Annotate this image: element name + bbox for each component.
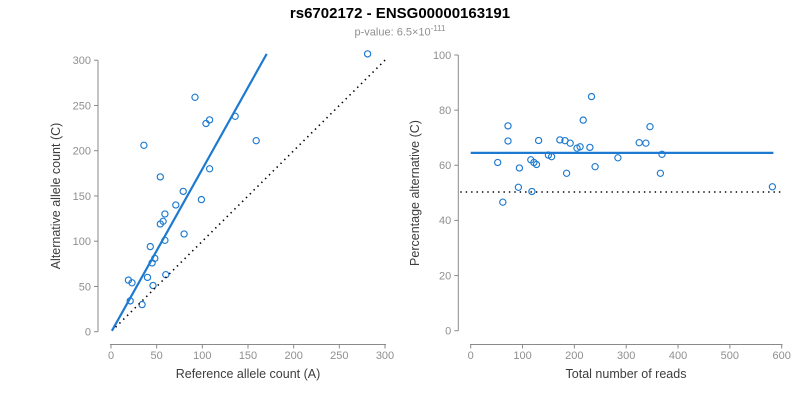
y-tick-label: 200 [73, 146, 91, 158]
data-point [587, 92, 596, 101]
data-point [515, 164, 524, 172]
data-point [556, 136, 564, 144]
x-tick-label: 100 [513, 350, 531, 362]
data-point [514, 183, 523, 191]
data-point [504, 122, 512, 130]
data-point [532, 160, 541, 169]
x-tick-label: 300 [617, 350, 635, 362]
pvalue-text: p-value: 6.5×10 [354, 26, 431, 39]
data-point [614, 154, 622, 162]
data-point [143, 273, 152, 282]
data-point [159, 217, 167, 225]
y-tick-label: 40 [439, 215, 451, 227]
data-point [161, 210, 169, 218]
x-tick-label: 150 [239, 350, 257, 362]
data-point [504, 137, 512, 145]
data-point [586, 143, 594, 152]
y-tick-label: 60 [439, 160, 451, 172]
data-point [205, 116, 214, 124]
y-tick-label: 250 [73, 100, 91, 112]
data-point [656, 169, 665, 177]
data-point [642, 139, 650, 147]
data-point [197, 195, 206, 204]
data-point [172, 201, 180, 209]
regression-line [110, 53, 268, 332]
x-tick-label: 0 [468, 350, 474, 362]
pvalue-exponent: -111 [430, 24, 446, 33]
y-tick-label: 150 [73, 191, 91, 203]
data-point [140, 141, 148, 149]
figure-title: rs6702172 - ENSG00000163191 [289, 5, 511, 22]
y-axis-title: Percentage alternative (C) [408, 120, 422, 266]
data-point [156, 173, 164, 181]
x-tick-label: 250 [330, 350, 348, 362]
data-point [562, 169, 571, 177]
x-tick-label: 100 [193, 350, 211, 362]
data-point [768, 183, 777, 191]
x-axis-title: Reference allele count (A) [176, 367, 321, 381]
x-tick-label: 0 [108, 350, 114, 362]
data-point [146, 242, 154, 251]
data-point [528, 187, 536, 196]
y-tick-label: 0 [445, 326, 451, 338]
data-point [646, 123, 654, 131]
data-point [576, 143, 584, 151]
data-point [128, 279, 136, 287]
data-point [180, 230, 188, 238]
data-point [635, 139, 643, 147]
data-point [191, 93, 199, 101]
x-tick-label: 500 [721, 350, 739, 362]
data-point [202, 119, 210, 128]
x-tick-label: 600 [773, 350, 791, 362]
y-axis-title: Alternative allele count (C) [49, 123, 63, 270]
y-tick-label: 100 [433, 50, 451, 62]
figure-subtitle: p-value: 6.5×10-111 [0, 24, 800, 39]
data-point [534, 136, 543, 145]
x-axis-title: Total number of reads [566, 367, 687, 381]
y-tick-label: 80 [439, 105, 451, 117]
data-point [179, 187, 187, 196]
y-tick-label: 100 [73, 236, 91, 248]
y-tick-label: 50 [79, 281, 91, 293]
x-tick-label: 400 [669, 350, 687, 362]
right-scatter-plot: 0 100 200 300 400 500 600 0 20 40 60 80 100 Total num… [408, 50, 791, 381]
data-point [205, 165, 214, 173]
data-point [149, 281, 157, 290]
data-point [138, 300, 146, 309]
data-point [566, 139, 574, 147]
data-point [658, 150, 666, 158]
y-tick-label: 300 [73, 55, 91, 67]
x-tick-label: 200 [284, 350, 302, 362]
data-point [252, 137, 260, 145]
left-scatter-plot: 0 50 100 150 200 250 300 0 50 100 150 200 250 300 Refe… [49, 50, 394, 381]
x-tick-label: 300 [376, 350, 394, 362]
identity-line [115, 58, 387, 328]
data-point [363, 50, 372, 58]
data-point [579, 116, 587, 124]
data-point [494, 158, 502, 167]
x-tick-label: 50 [151, 350, 163, 362]
x-tick-label: 200 [565, 350, 583, 362]
y-tick-label: 0 [85, 327, 91, 339]
y-tick-label: 20 [439, 270, 451, 282]
data-point [591, 163, 599, 171]
data-point [499, 198, 507, 206]
